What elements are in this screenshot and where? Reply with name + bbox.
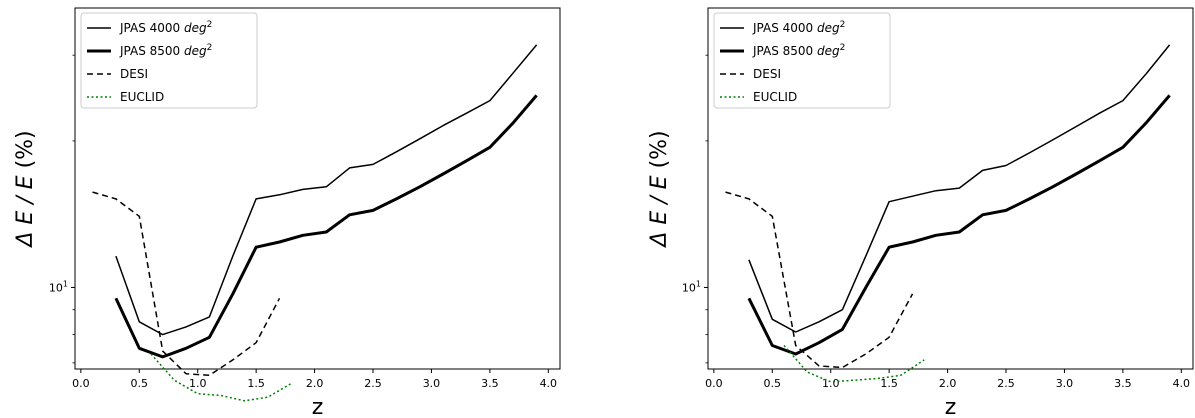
x-tick-label: 2.0 (306, 377, 324, 390)
x-tick-label: 0.0 (705, 377, 723, 390)
x-tick-label: 0.5 (131, 377, 149, 390)
legend-label: DESI (753, 67, 781, 81)
x-tick-label: 1.5 (880, 377, 898, 390)
chart-panel-1: 0.0 0.5 1.0 1.5 2.0 2.5 3.0 3.5 4.0 101 z Δ E / E (… (13, 7, 561, 418)
legend-label: JPAS 8500 deg2 (752, 43, 845, 58)
series-line-jpas-8500 (114, 94, 538, 359)
x-tick-label: 0.5 (764, 377, 782, 390)
x-tick-label: 2.0 (939, 377, 957, 390)
y-axis-label: Δ E / E (%) (647, 130, 672, 248)
x-tick-label: 4.0 (540, 377, 558, 390)
legend-label: JPAS 8500 deg2 (119, 43, 212, 58)
legend-label: JPAS 4000 deg2 (752, 20, 845, 35)
series-line-jpas-4000 (748, 44, 1171, 333)
y-tick-label: 101 (682, 279, 701, 294)
x-tick-label: 1.0 (822, 377, 840, 390)
legend-label: DESI (120, 67, 148, 81)
x-tick-label: 3.5 (481, 377, 499, 390)
series-line-euclid (150, 353, 292, 402)
legend-label: EUCLID (120, 90, 164, 104)
series-line-jpas-4000 (115, 44, 538, 336)
y-axis-label: Δ E / E (%) (13, 130, 38, 248)
series-line-euclid (783, 345, 925, 383)
x-tick-label: 3.0 (423, 377, 441, 390)
plot-frame (707, 7, 1194, 370)
x-tick-label: 1.0 (189, 377, 207, 390)
plot-frame (74, 7, 561, 370)
series-line-jpas-8500 (747, 94, 1171, 356)
legend-box (80, 12, 258, 109)
x-axis-label: z (312, 395, 324, 418)
x-tick-label: 1.5 (247, 377, 265, 390)
series-line-desi (92, 191, 281, 377)
legend-label: EUCLID (753, 90, 797, 104)
legend-box (713, 12, 891, 109)
y-tick-label: 101 (49, 279, 68, 294)
series-line-desi (725, 191, 914, 369)
x-tick-label: 3.0 (1056, 377, 1074, 390)
legend: JPAS 4000 deg2 JPAS 8500 deg2 DESI EUCLID (713, 12, 891, 109)
x-axis-label: z (945, 395, 957, 418)
x-tick-label: 2.5 (997, 377, 1015, 390)
x-tick-label: 2.5 (364, 377, 382, 390)
legend: JPAS 4000 deg2 JPAS 8500 deg2 DESI EUCLID (80, 12, 258, 109)
x-tick-label: 0.0 (72, 377, 90, 390)
x-tick-label: 4.0 (1173, 377, 1191, 390)
x-tick-label: 3.5 (1114, 377, 1132, 390)
chart-panel-2: 0.0 0.5 1.0 1.5 2.0 2.5 3.0 3.5 4.0 101 z Δ E / E (… (647, 7, 1194, 418)
legend-label: JPAS 4000 deg2 (119, 20, 212, 35)
